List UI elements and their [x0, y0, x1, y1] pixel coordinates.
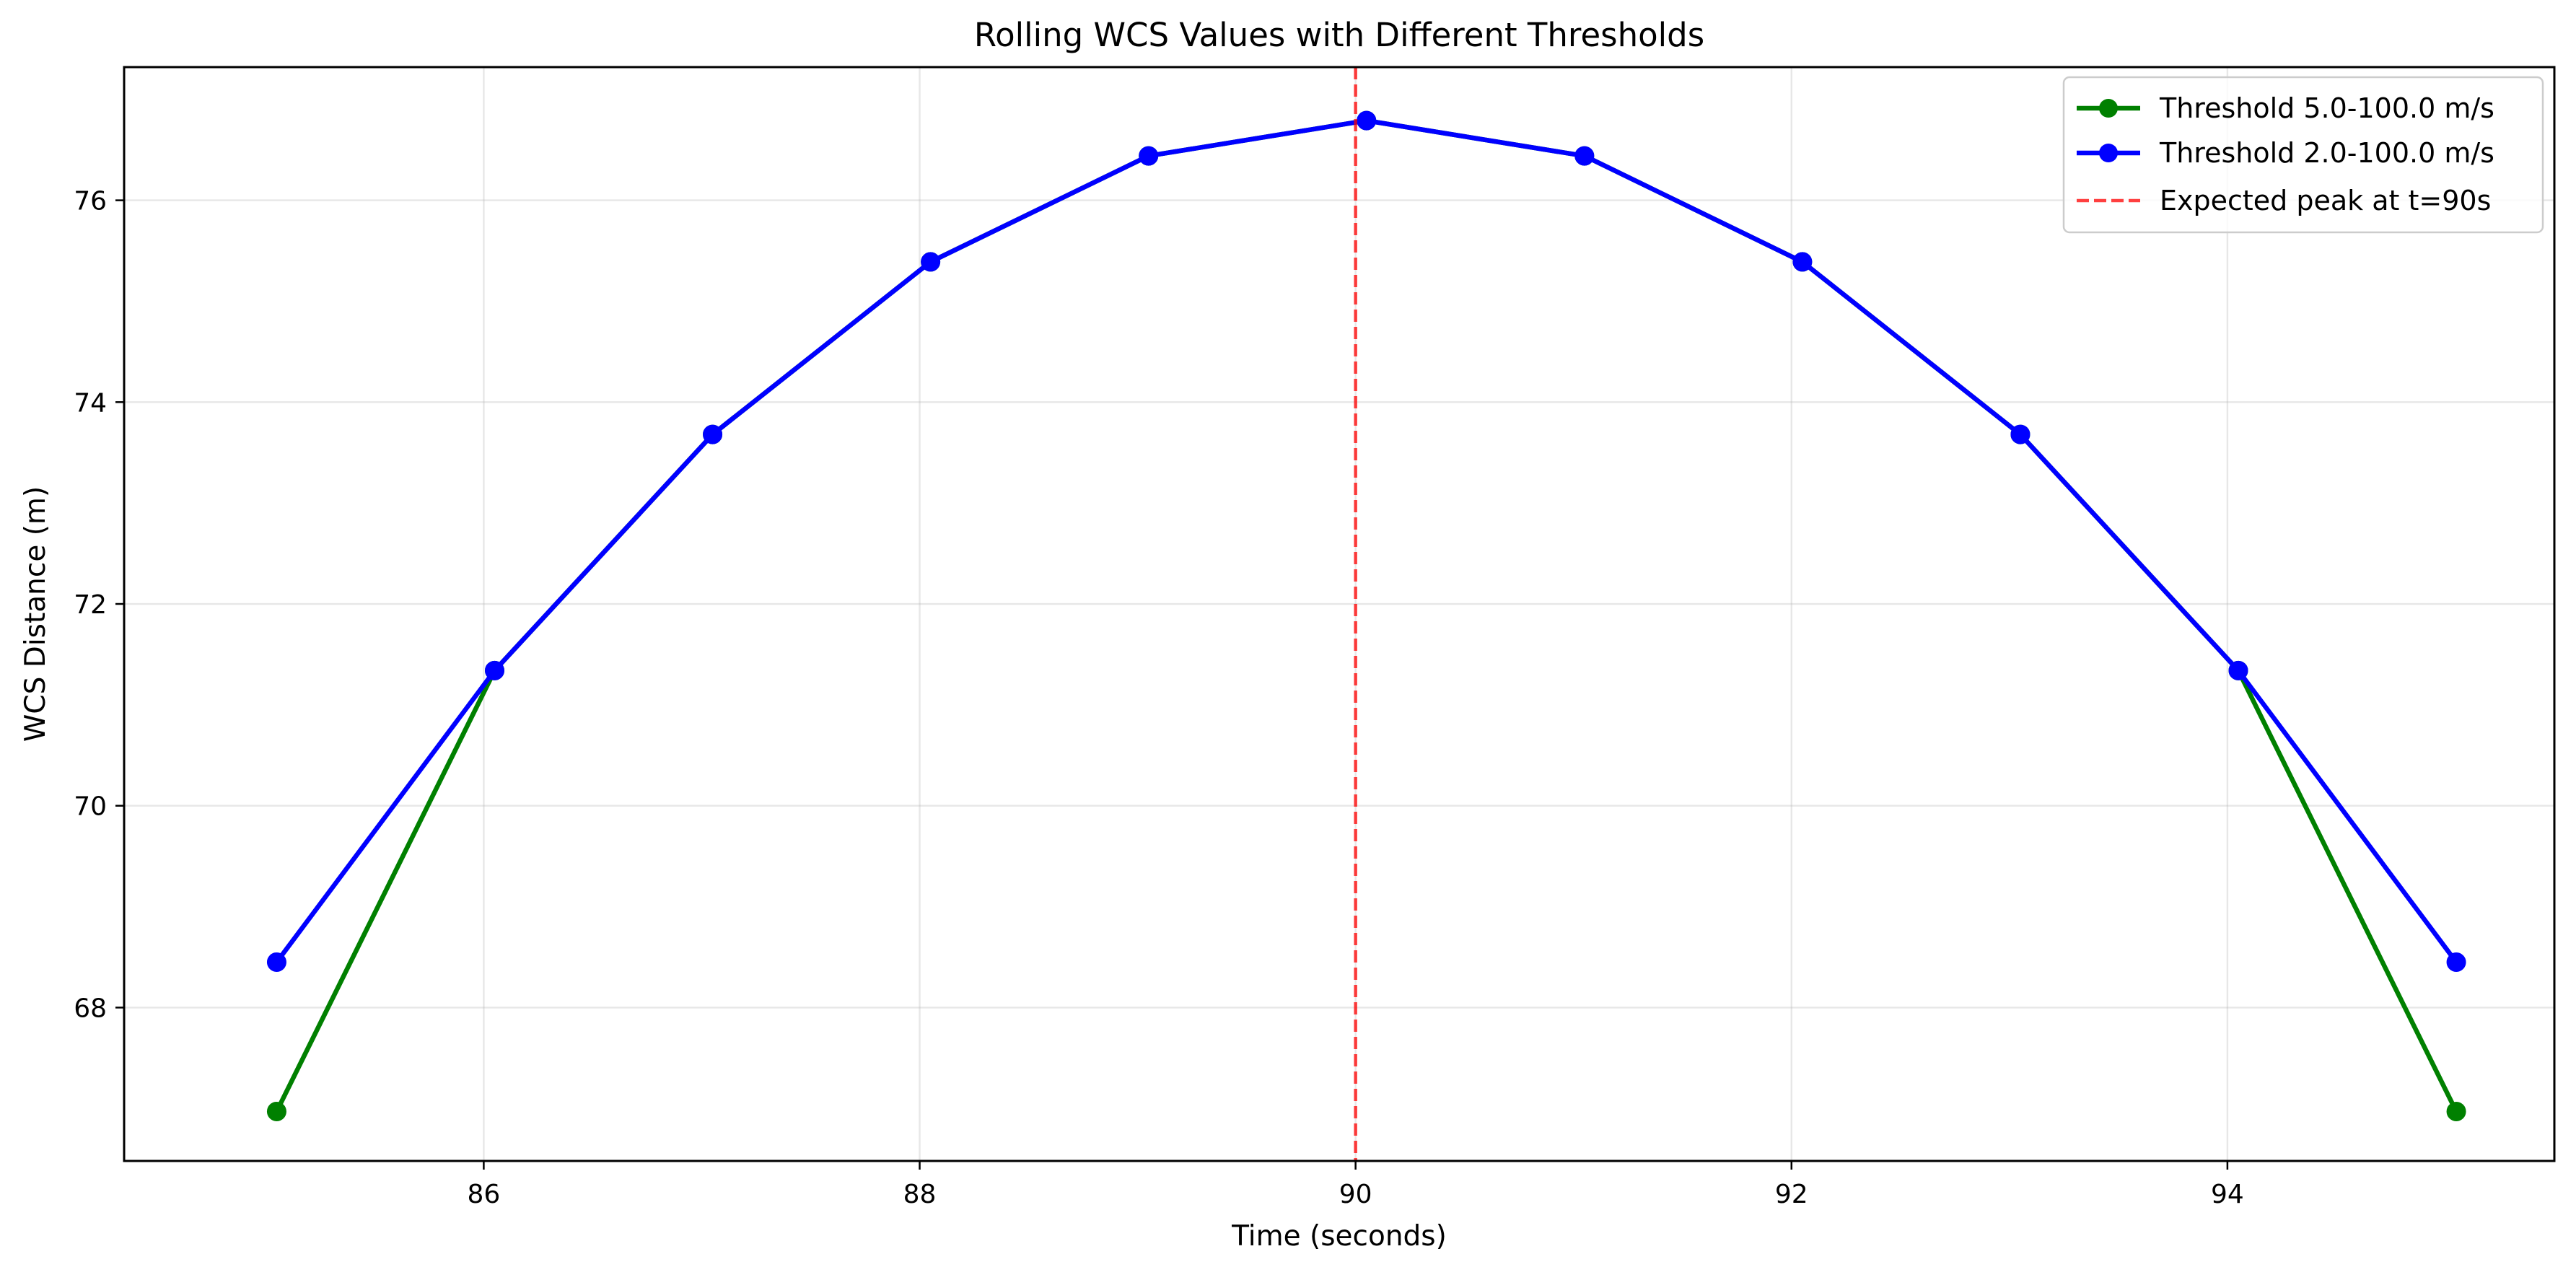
data-point [2446, 1101, 2466, 1121]
legend-label: Expected peak at t=90s [2160, 185, 2491, 216]
legend-label: Threshold 5.0-100.0 m/s [2159, 92, 2494, 124]
legend-label: Threshold 2.0-100.0 m/s [2159, 137, 2494, 169]
data-point [1139, 146, 1159, 166]
y-tick-label: 76 [74, 187, 107, 216]
legend-entry: Expected peak at t=90s [2077, 185, 2491, 216]
data-point [2228, 660, 2248, 680]
chart-title: Rolling WCS Values with Different Thresh… [974, 16, 1704, 54]
plot-area-frame [123, 66, 2556, 1162]
data-point [1574, 146, 1595, 166]
data-point [1792, 252, 1813, 272]
y-axis-label: WCS Distance (m) [19, 486, 52, 742]
axis-ticks: 86 88 90 92 94 68 70 72 74 76 [74, 187, 2244, 1209]
data-point [266, 952, 286, 972]
x-tick-label: 86 [467, 1180, 500, 1209]
data-point [266, 1101, 286, 1121]
legend-swatch-marker [2099, 99, 2118, 118]
y-tick-label: 70 [74, 792, 107, 822]
x-tick-label: 90 [1339, 1180, 1372, 1209]
x-tick-label: 92 [1775, 1180, 1808, 1209]
data-point [1357, 110, 1377, 131]
legend-swatch-marker [2099, 144, 2118, 162]
data-point [921, 252, 941, 272]
y-tick-label: 68 [74, 994, 107, 1023]
legend: Threshold 5.0-100.0 m/s Threshold 2.0-100… [2062, 76, 2544, 234]
data-point [703, 424, 723, 444]
x-tick-label: 88 [903, 1180, 937, 1209]
x-tick-label: 94 [2211, 1180, 2244, 1209]
series-layer [266, 67, 2466, 1161]
y-tick-label: 72 [74, 590, 107, 620]
data-point [2446, 952, 2466, 972]
series-2 [266, 110, 2466, 972]
y-tick-label: 74 [74, 388, 107, 418]
legend-box [2062, 76, 2544, 234]
x-axis-label: Time (seconds) [1231, 1220, 1447, 1253]
legend-entry: Threshold 2.0-100.0 m/s [2077, 137, 2494, 169]
legend-entry: Threshold 5.0-100.0 m/s [2077, 92, 2494, 124]
data-point [485, 660, 505, 680]
data-point [2010, 424, 2030, 444]
